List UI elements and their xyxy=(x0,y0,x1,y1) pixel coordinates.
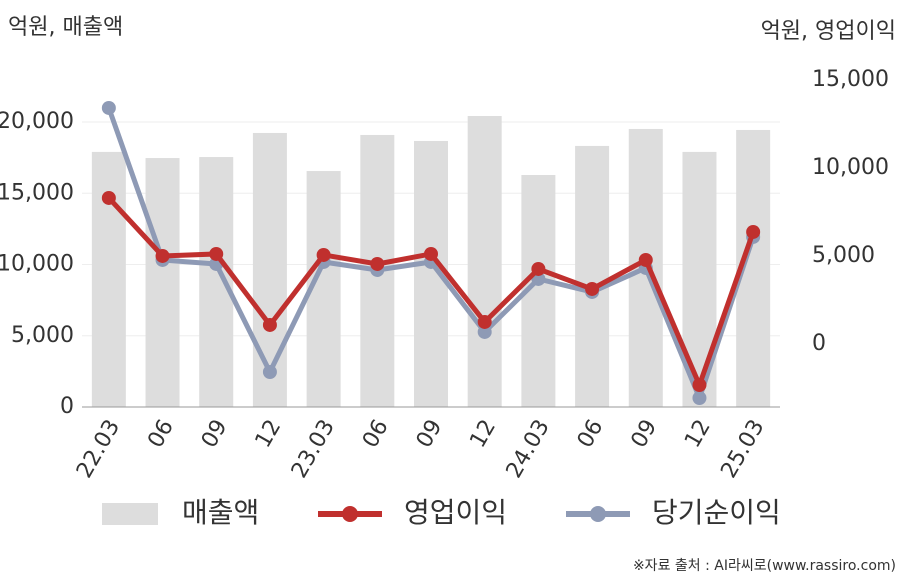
y2-tick-label: 0 xyxy=(812,331,826,356)
x-tick-label: 25.03 xyxy=(716,416,769,483)
y-tick-label: 5,000 xyxy=(11,323,74,348)
y2-axis-label: 억원, 영업이익 xyxy=(761,19,896,44)
y-tick-label: 0 xyxy=(60,394,74,419)
point xyxy=(262,364,277,379)
bar xyxy=(575,145,610,407)
y2-tick-label: 15,000 xyxy=(812,67,889,92)
point xyxy=(746,224,761,239)
bar xyxy=(145,158,180,407)
y-tick-label: 15,000 xyxy=(0,180,74,205)
x-tick-label: 12 xyxy=(465,416,501,453)
x-tick-label: 09 xyxy=(197,416,233,453)
x-tick-label: 06 xyxy=(573,416,609,453)
bar xyxy=(467,116,502,407)
y2-tick-label: 10,000 xyxy=(812,155,889,180)
legend-swatch xyxy=(102,503,158,525)
y-axis-label: 억원, 매출액 xyxy=(8,15,123,40)
source: ※자료 출처 : AI라씨로(www.rassiro.com) xyxy=(633,558,896,574)
point xyxy=(155,248,170,263)
y-tick-label: 10,000 xyxy=(0,252,74,277)
x-tick-label: 09 xyxy=(627,416,663,453)
point xyxy=(477,314,492,329)
x-tick-label: 06 xyxy=(358,416,394,453)
legend-label: 매출액 xyxy=(182,496,259,529)
point xyxy=(531,261,546,276)
point xyxy=(101,100,116,115)
point xyxy=(424,246,438,261)
x-tick-label: 06 xyxy=(143,416,179,453)
legend-label: 영업이익 xyxy=(404,496,507,529)
x-tick-label: 23.03 xyxy=(287,416,340,483)
legend-label: 당기순이익 xyxy=(652,496,781,529)
point xyxy=(101,190,116,205)
bar xyxy=(199,157,234,407)
x-tick-label: 09 xyxy=(412,416,448,453)
x-tick-label: 24.03 xyxy=(502,416,555,483)
point xyxy=(316,247,331,262)
legend-swatch xyxy=(590,506,606,522)
point xyxy=(209,246,224,261)
point xyxy=(585,281,600,296)
x-tick-label: 12 xyxy=(251,416,287,453)
bar xyxy=(252,132,287,407)
bar xyxy=(91,151,126,407)
point xyxy=(370,256,385,271)
point xyxy=(692,390,707,405)
y-tick-label: 20,000 xyxy=(0,109,74,134)
x-tick-label: 22.03 xyxy=(72,416,125,483)
point xyxy=(262,317,277,332)
point xyxy=(477,324,492,339)
legend-swatch xyxy=(342,506,358,522)
point xyxy=(692,377,707,392)
point xyxy=(638,252,653,267)
x-tick-label: 12 xyxy=(680,416,716,453)
y2-tick-label: 5,000 xyxy=(812,243,875,268)
